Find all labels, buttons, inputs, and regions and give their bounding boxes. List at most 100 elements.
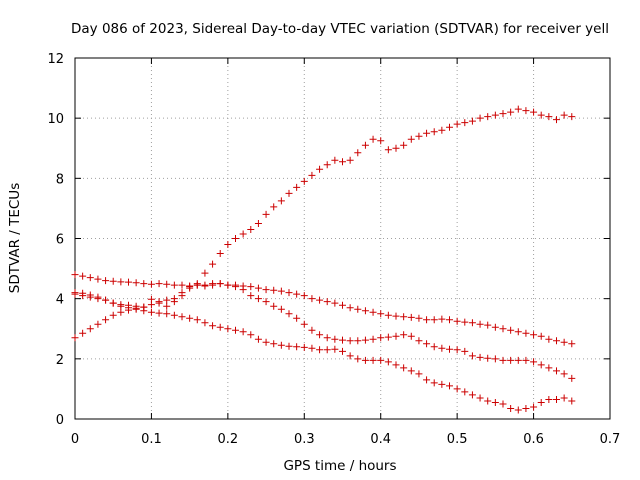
data-point xyxy=(79,272,87,280)
data-point xyxy=(530,358,538,366)
data-point xyxy=(476,394,484,402)
data-point xyxy=(407,313,415,321)
data-point xyxy=(491,398,499,406)
data-point xyxy=(147,308,155,316)
data-point xyxy=(293,343,301,351)
data-point xyxy=(300,292,308,300)
data-point xyxy=(224,281,232,289)
data-point xyxy=(361,141,369,149)
data-point xyxy=(461,318,469,326)
data-point xyxy=(178,281,186,289)
data-point xyxy=(117,308,125,316)
data-point xyxy=(423,340,431,348)
data-point xyxy=(468,352,476,360)
data-point xyxy=(514,105,522,113)
data-point xyxy=(446,123,453,131)
data-point xyxy=(545,113,553,121)
data-point xyxy=(239,328,247,336)
data-point xyxy=(568,340,576,348)
data-point xyxy=(507,326,515,334)
data-point xyxy=(232,283,239,291)
data-point xyxy=(461,388,469,396)
data-point xyxy=(125,301,132,309)
data-point xyxy=(71,289,79,297)
data-point xyxy=(170,295,178,303)
data-point xyxy=(354,355,362,363)
data-point xyxy=(323,161,331,169)
x-tick-label: 0.7 xyxy=(600,432,621,447)
chart-title: Day 086 of 2023, Sidereal Day-to-day VTE… xyxy=(71,21,609,37)
data-point xyxy=(400,331,408,339)
data-point xyxy=(102,296,110,304)
data-point xyxy=(247,283,255,291)
data-point xyxy=(86,291,94,299)
data-point xyxy=(254,335,262,343)
data-point xyxy=(277,287,285,295)
data-point xyxy=(71,334,79,342)
data-point xyxy=(499,356,507,364)
data-point xyxy=(147,301,155,309)
data-point xyxy=(384,146,392,154)
data-point xyxy=(537,398,545,406)
data-point xyxy=(339,158,346,166)
data-point xyxy=(484,397,492,405)
y-tick-label: 6 xyxy=(56,233,64,248)
data-point xyxy=(361,356,369,364)
data-point xyxy=(239,230,247,238)
data-point xyxy=(339,301,346,309)
data-point xyxy=(247,225,255,233)
data-point xyxy=(560,370,568,378)
data-point xyxy=(102,316,110,324)
data-point xyxy=(262,210,270,218)
data-point xyxy=(491,323,499,331)
data-point xyxy=(530,108,538,116)
data-point xyxy=(277,341,285,349)
data-point xyxy=(331,335,339,343)
data-point xyxy=(323,346,331,354)
data-point xyxy=(178,289,186,297)
data-point xyxy=(553,367,560,375)
data-point xyxy=(140,303,148,311)
data-point xyxy=(178,313,186,321)
data-point xyxy=(423,376,431,384)
data-point xyxy=(484,113,492,121)
data-point xyxy=(377,356,385,364)
data-point xyxy=(499,110,507,118)
data-point xyxy=(553,116,560,124)
data-point xyxy=(407,332,415,340)
data-point xyxy=(262,298,270,306)
y-tick-label: 4 xyxy=(56,293,64,308)
data-point xyxy=(262,286,270,294)
data-point xyxy=(79,329,87,337)
data-point xyxy=(384,358,392,366)
data-point xyxy=(392,312,400,320)
data-point xyxy=(216,323,224,331)
data-point xyxy=(239,286,247,294)
data-point xyxy=(163,296,171,304)
data-point xyxy=(560,394,568,402)
data-point xyxy=(545,364,553,372)
series-4-points xyxy=(71,280,576,382)
data-point xyxy=(109,311,117,319)
data-point xyxy=(323,298,331,306)
data-point xyxy=(407,367,415,375)
data-point xyxy=(522,404,530,412)
data-point xyxy=(484,321,492,329)
data-point xyxy=(453,317,461,325)
data-point xyxy=(86,274,94,282)
data-point xyxy=(423,129,431,137)
data-point xyxy=(270,203,278,211)
data-point xyxy=(522,107,530,115)
data-point xyxy=(163,310,171,318)
data-point xyxy=(522,356,530,364)
data-point xyxy=(300,320,308,328)
x-tick-label: 0.6 xyxy=(523,432,544,447)
data-point xyxy=(201,269,209,277)
series-1-points xyxy=(71,105,576,342)
data-point xyxy=(216,250,224,258)
data-point xyxy=(155,280,163,288)
data-point xyxy=(316,331,324,339)
data-point xyxy=(522,329,530,337)
data-point xyxy=(415,337,423,345)
